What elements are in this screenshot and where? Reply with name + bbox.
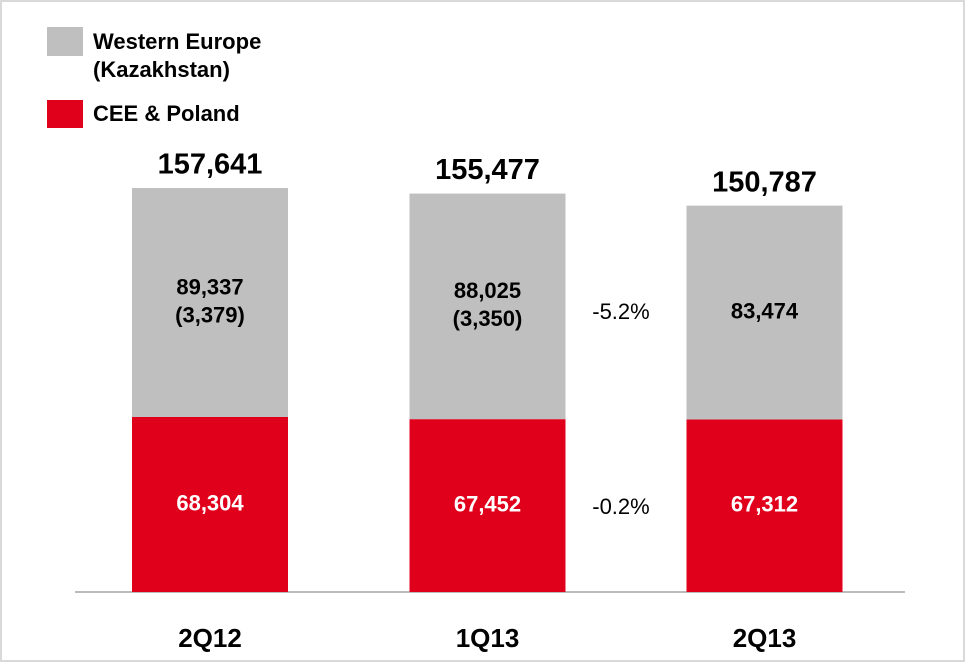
value-label: 67,452 xyxy=(454,491,521,516)
legend-label: CEE & Poland xyxy=(93,101,240,126)
value-label: 88,025 xyxy=(454,278,521,303)
legend-label: Western Europe (Kazakhstan) xyxy=(93,29,262,82)
x-tick-label: 2Q12 xyxy=(178,623,242,653)
value-label: 83,474 xyxy=(731,298,799,323)
sub-value-label: (3,379) xyxy=(175,302,245,327)
bar-segment xyxy=(686,419,843,592)
total-label: 150,787 xyxy=(712,166,817,198)
bar-segment xyxy=(132,416,288,592)
value-label: 68,304 xyxy=(176,490,244,515)
annotation: -0.2% xyxy=(592,494,649,519)
value-label: 89,337 xyxy=(176,274,243,299)
bar-segment xyxy=(686,205,843,420)
x-tick-label: 1Q13 xyxy=(456,623,520,653)
bar-segment xyxy=(409,419,566,592)
x-tick-label: 2Q13 xyxy=(733,623,797,653)
total-label: 155,477 xyxy=(435,154,540,186)
annotation: -5.2% xyxy=(592,299,649,324)
bar-segment xyxy=(132,188,288,417)
legend-swatch xyxy=(47,27,83,56)
legend-swatch xyxy=(47,100,83,128)
total-label: 157,641 xyxy=(158,149,263,181)
sub-value-label: (3,350) xyxy=(453,306,523,331)
bar-segment xyxy=(409,193,566,420)
value-label: 67,312 xyxy=(731,492,798,517)
